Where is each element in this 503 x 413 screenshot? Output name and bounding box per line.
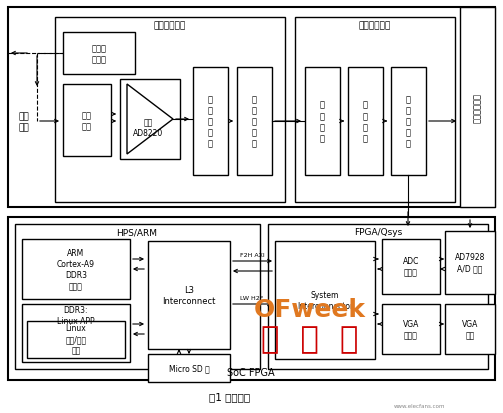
Text: F2H AXI: F2H AXI [239, 253, 265, 258]
Bar [445, 304, 495, 354]
Bar [348, 68, 383, 176]
Bar [27, 321, 125, 358]
Text: 工
频
陷
波
器: 工 频 陷 波 器 [252, 95, 257, 148]
Bar [275, 242, 375, 359]
Bar [120, 80, 180, 159]
Text: 心电
信号: 心电 信号 [18, 112, 29, 132]
Text: L3
Interconnect: L3 Interconnect [162, 285, 216, 305]
Text: 光
电
隔
离: 光 电 隔 离 [363, 101, 368, 143]
Bar [63, 85, 111, 157]
Text: SoC FPGA: SoC FPGA [227, 367, 275, 377]
Text: 仪放
AD8220: 仪放 AD8220 [133, 118, 163, 138]
Bar [237, 68, 272, 176]
Bar [295, 18, 455, 202]
Bar [55, 18, 285, 202]
Text: 二
级
放
大: 二 级 放 大 [319, 101, 324, 143]
Bar [391, 68, 426, 176]
Text: ADC
控制器: ADC 控制器 [403, 256, 419, 276]
Text: ARM
Cortex-A9
DDR3
控制器: ARM Cortex-A9 DDR3 控制器 [57, 248, 95, 290]
Polygon shape [127, 85, 173, 154]
Bar [15, 224, 260, 369]
Text: HPS/ARM: HPS/ARM [117, 228, 157, 237]
Text: DDR3:
Linux APP: DDR3: Linux APP [57, 305, 95, 325]
Text: FPGA/Qsys: FPGA/Qsys [354, 228, 402, 237]
Text: AD7928
A/D 转换: AD7928 A/D 转换 [455, 252, 485, 273]
Text: 前置放大电路: 前置放大电路 [154, 21, 186, 31]
Text: 后级放大电路: 后级放大电路 [359, 21, 391, 31]
Text: 心电采集电路: 心电采集电路 [472, 93, 481, 123]
Bar [193, 68, 228, 176]
Bar [268, 224, 488, 369]
Text: 图1 系统框图: 图1 系统框图 [209, 391, 250, 401]
Text: System
Interconnector: System Interconnector [297, 290, 353, 310]
Text: 带
通
滤
波
器: 带 通 滤 波 器 [208, 95, 212, 148]
Bar [305, 68, 340, 176]
Text: VGA
控制器: VGA 控制器 [403, 319, 419, 339]
Text: Linux
内核/文件
系统: Linux 内核/文件 系统 [65, 324, 87, 355]
Text: www.elecfans.com: www.elecfans.com [394, 404, 446, 408]
Bar [22, 240, 130, 299]
Bar [382, 304, 440, 354]
Text: 人体
保护: 人体 保护 [82, 111, 92, 131]
Bar [8, 218, 495, 380]
Text: LW H2F: LW H2F [240, 296, 264, 301]
Bar [8, 8, 495, 207]
Text: 医  疗  网: 医 疗 网 [262, 325, 359, 354]
Bar [382, 240, 440, 294]
Bar [460, 8, 495, 207]
Text: 低
通
滤
波
器: 低 通 滤 波 器 [405, 95, 410, 148]
Text: VGA
显示: VGA 显示 [462, 319, 478, 339]
Text: Micro SD 卡: Micro SD 卡 [169, 363, 209, 373]
Text: OFweek: OFweek [254, 297, 366, 321]
Bar [22, 304, 130, 362]
Bar [148, 242, 230, 349]
Bar [63, 33, 135, 75]
Bar [148, 354, 230, 382]
Bar [445, 231, 495, 294]
Text: 右腿驱
动电路: 右腿驱 动电路 [92, 44, 107, 64]
